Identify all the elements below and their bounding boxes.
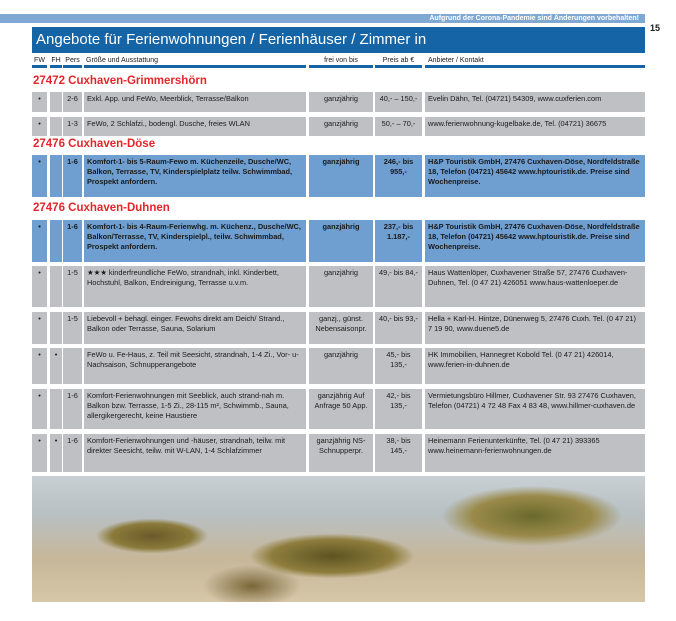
description-cell: FeWo u. Fe-Haus, z. Teil mit Seesicht, s… xyxy=(84,348,306,384)
availability-cell: ganzj., günst. Nebensaisonpr. xyxy=(309,312,373,344)
availability-cell: ganzjährig Auf Anfrage 50 App. xyxy=(309,389,373,429)
table-row: • 1-6 Komfort-Ferienwohnungen mit Seeblick… xyxy=(32,389,645,429)
table-row: • 1-3 FeWo, 2 Schlafzi., bodengl. Dusche, … xyxy=(32,117,645,136)
fw-cell: • xyxy=(32,348,47,384)
contact-cell[interactable]: Heinemann Ferienunterkünfte, Tel. (0 47 … xyxy=(425,434,645,472)
pers-cell: 1-5 xyxy=(63,312,82,344)
contact-cell[interactable]: H&P Touristik GmbH, 27476 Cuxhaven-Döse,… xyxy=(425,155,645,197)
header-pers: Pers xyxy=(63,56,82,68)
header-fw: FW xyxy=(32,56,47,68)
pers-cell xyxy=(63,348,82,384)
pers-cell: 1-6 xyxy=(63,220,82,262)
availability-cell: ganzjährig xyxy=(309,92,373,112)
availability-cell: ganzjährig xyxy=(309,348,373,384)
section-heading: 27472 Cuxhaven-Grimmershörn xyxy=(33,75,207,87)
header-description: Größe und Ausstattung xyxy=(84,56,306,68)
contact-cell[interactable]: Haus Wattenlöper, Cuxhavener Straße 57, … xyxy=(425,266,645,307)
price-cell: 40,- – 150,- xyxy=(375,92,422,112)
fh-cell xyxy=(50,220,62,262)
fw-cell: • xyxy=(32,117,47,136)
table-row: • 1-5 Liebevoll + behagl. einger. Fewohs d… xyxy=(32,312,645,344)
page-title: Angebote für Ferienwohnungen / Ferienhäu… xyxy=(32,27,645,53)
fh-cell: • xyxy=(50,348,62,384)
page-number: 15 xyxy=(650,23,661,33)
fw-cell: • xyxy=(32,389,47,429)
fw-cell: • xyxy=(32,220,47,262)
section-heading: 27476 Cuxhaven-Duhnen xyxy=(33,202,170,214)
pers-cell: 1-5 xyxy=(63,266,82,307)
price-cell: 38,- bis 145,- xyxy=(375,434,422,472)
header-contact: Anbieter / Kontakt xyxy=(425,56,645,68)
description-cell: Liebevoll + behagl. einger. Fewohs direk… xyxy=(84,312,306,344)
price-cell: 50,- – 70,- xyxy=(375,117,422,136)
description-cell: ★★★ kinderfreundliche FeWo, strandnah, i… xyxy=(84,266,306,307)
contact-cell[interactable]: Evelin Dähn, Tel. (04721) 54309, www.cux… xyxy=(425,92,645,112)
fw-cell: • xyxy=(32,92,47,112)
price-cell: 49,- bis 84,- xyxy=(375,266,422,307)
pers-cell: 1-6 xyxy=(63,389,82,429)
fh-cell xyxy=(50,266,62,307)
price-cell: 246,- bis 955,- xyxy=(375,155,422,197)
table-row: • 1-6 Komfort-1- bis 5-Raum-Fewo m. Küchen… xyxy=(32,155,645,197)
availability-cell: ganzjährig NS-Schnupperpr. xyxy=(309,434,373,472)
table-row: • • FeWo u. Fe-Haus, z. Teil mit Seesicht,… xyxy=(32,348,645,384)
price-cell: 40,- bis 93,- xyxy=(375,312,422,344)
availability-cell: ganzjährig xyxy=(309,266,373,307)
pers-cell: 2-6 xyxy=(63,92,82,112)
contact-cell[interactable]: www.ferienwohnung-kugelbake.de, Tel. (04… xyxy=(425,117,645,136)
pers-cell: 1-6 xyxy=(63,434,82,472)
contact-cell[interactable]: H&P Touristik GmbH, 27476 Cuxhaven-Döse,… xyxy=(425,220,645,262)
description-cell: Komfort-1- bis 4-Raum-Ferienwhg. m. Küch… xyxy=(84,220,306,262)
fh-cell xyxy=(50,92,62,112)
header-fh: FH xyxy=(50,56,62,68)
beach-dune-photo xyxy=(32,476,645,602)
availability-cell: ganzjährig xyxy=(309,155,373,197)
fw-cell: • xyxy=(32,312,47,344)
description-cell: Komfort-Ferienwohnungen und -häuser, str… xyxy=(84,434,306,472)
availability-cell: ganzjährig xyxy=(309,117,373,136)
price-cell: 237,- bis 1.187,- xyxy=(375,220,422,262)
description-cell: Komfort-Ferienwohnungen mit Seeblick, au… xyxy=(84,389,306,429)
fh-cell xyxy=(50,117,62,136)
table-row: • 1-6 Komfort-1- bis 4-Raum-Ferienwhg. m. … xyxy=(32,220,645,262)
pers-cell: 1-3 xyxy=(63,117,82,136)
contact-cell[interactable]: HK Immobilien, Hannegret Kobold Tel. (0 … xyxy=(425,348,645,384)
description-cell: Exkl. App. und FeWo, Meerblick, Terrasse… xyxy=(84,92,306,112)
header-availability: frei von bis xyxy=(309,56,373,68)
fw-cell: • xyxy=(32,266,47,307)
fw-cell: • xyxy=(32,434,47,472)
header-price: Preis ab € xyxy=(375,56,422,68)
fh-cell xyxy=(50,389,62,429)
fh-cell xyxy=(50,312,62,344)
fw-cell: • xyxy=(32,155,47,197)
table-row: • • 1-6 Komfort-Ferienwohnungen und -häuser… xyxy=(32,434,645,472)
section-heading: 27476 Cuxhaven-Döse xyxy=(33,138,156,150)
price-cell: 42,- bis 135,- xyxy=(375,389,422,429)
price-cell: 45,- bis 135,- xyxy=(375,348,422,384)
contact-cell[interactable]: Vermietungsbüro Hillmer, Cuxhavener Str.… xyxy=(425,389,645,429)
pers-cell: 1-6 xyxy=(63,155,82,197)
description-cell: Komfort-1- bis 5-Raum-Fewo m. Küchenzeil… xyxy=(84,155,306,197)
table-row: • 2-6 Exkl. App. und FeWo, Meerblick, Terr… xyxy=(32,92,645,112)
table-row: • 1-5 ★★★ kinderfreundliche FeWo, strandna… xyxy=(32,266,645,307)
description-cell: FeWo, 2 Schlafzi., bodengl. Dusche, frei… xyxy=(84,117,306,136)
contact-cell[interactable]: Hella + Karl-H. Hintze, Dünenweg 5, 2747… xyxy=(425,312,645,344)
notice-banner: Aufgrund der Corona-Pandemie sind Änderu… xyxy=(0,14,645,23)
fh-cell: • xyxy=(50,434,62,472)
availability-cell: ganzjährig xyxy=(309,220,373,262)
fh-cell xyxy=(50,155,62,197)
